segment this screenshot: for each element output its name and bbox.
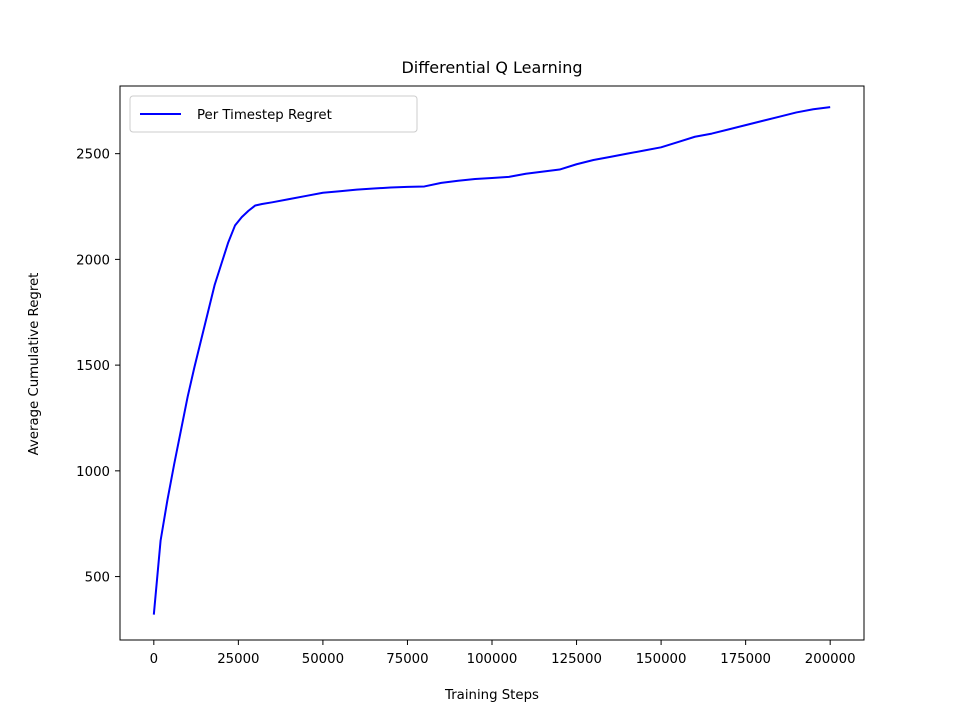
x-tick-label: 0 xyxy=(150,652,158,667)
x-tick-label: 200000 xyxy=(805,652,856,667)
legend: Per Timestep Regret xyxy=(129,95,418,133)
y-axis-ticks: 500 1000 1500 2000 2500 xyxy=(76,148,120,586)
x-tick-label: 150000 xyxy=(636,652,687,667)
x-tick-label: 175000 xyxy=(720,652,771,667)
y-axis-label: Average Cumulative Regret xyxy=(27,273,42,456)
x-tick-label: 100000 xyxy=(467,652,518,667)
series-line-per-timestep-regret xyxy=(152,106,831,615)
x-axis-label: Training Steps xyxy=(444,688,539,703)
x-axis-ticks: 0 25000 50000 75000 100000 125000 150000 175000… xyxy=(150,640,856,667)
x-tick-label: 125000 xyxy=(551,652,602,667)
y-tick-label: 2500 xyxy=(76,148,110,163)
legend-box xyxy=(129,95,418,133)
x-tick-label: 25000 xyxy=(217,652,259,667)
y-tick-label: 2000 xyxy=(76,253,110,268)
x-tick-label: 75000 xyxy=(386,652,428,667)
chart-title: Differential Q Learning xyxy=(401,58,582,77)
plot-frame xyxy=(119,85,865,641)
y-tick-label: 1500 xyxy=(76,359,110,374)
y-tick-label: 500 xyxy=(85,571,110,586)
x-tick-label: 50000 xyxy=(302,652,344,667)
legend-label: Per Timestep Regret xyxy=(197,108,332,123)
y-tick-label: 1000 xyxy=(76,465,110,480)
